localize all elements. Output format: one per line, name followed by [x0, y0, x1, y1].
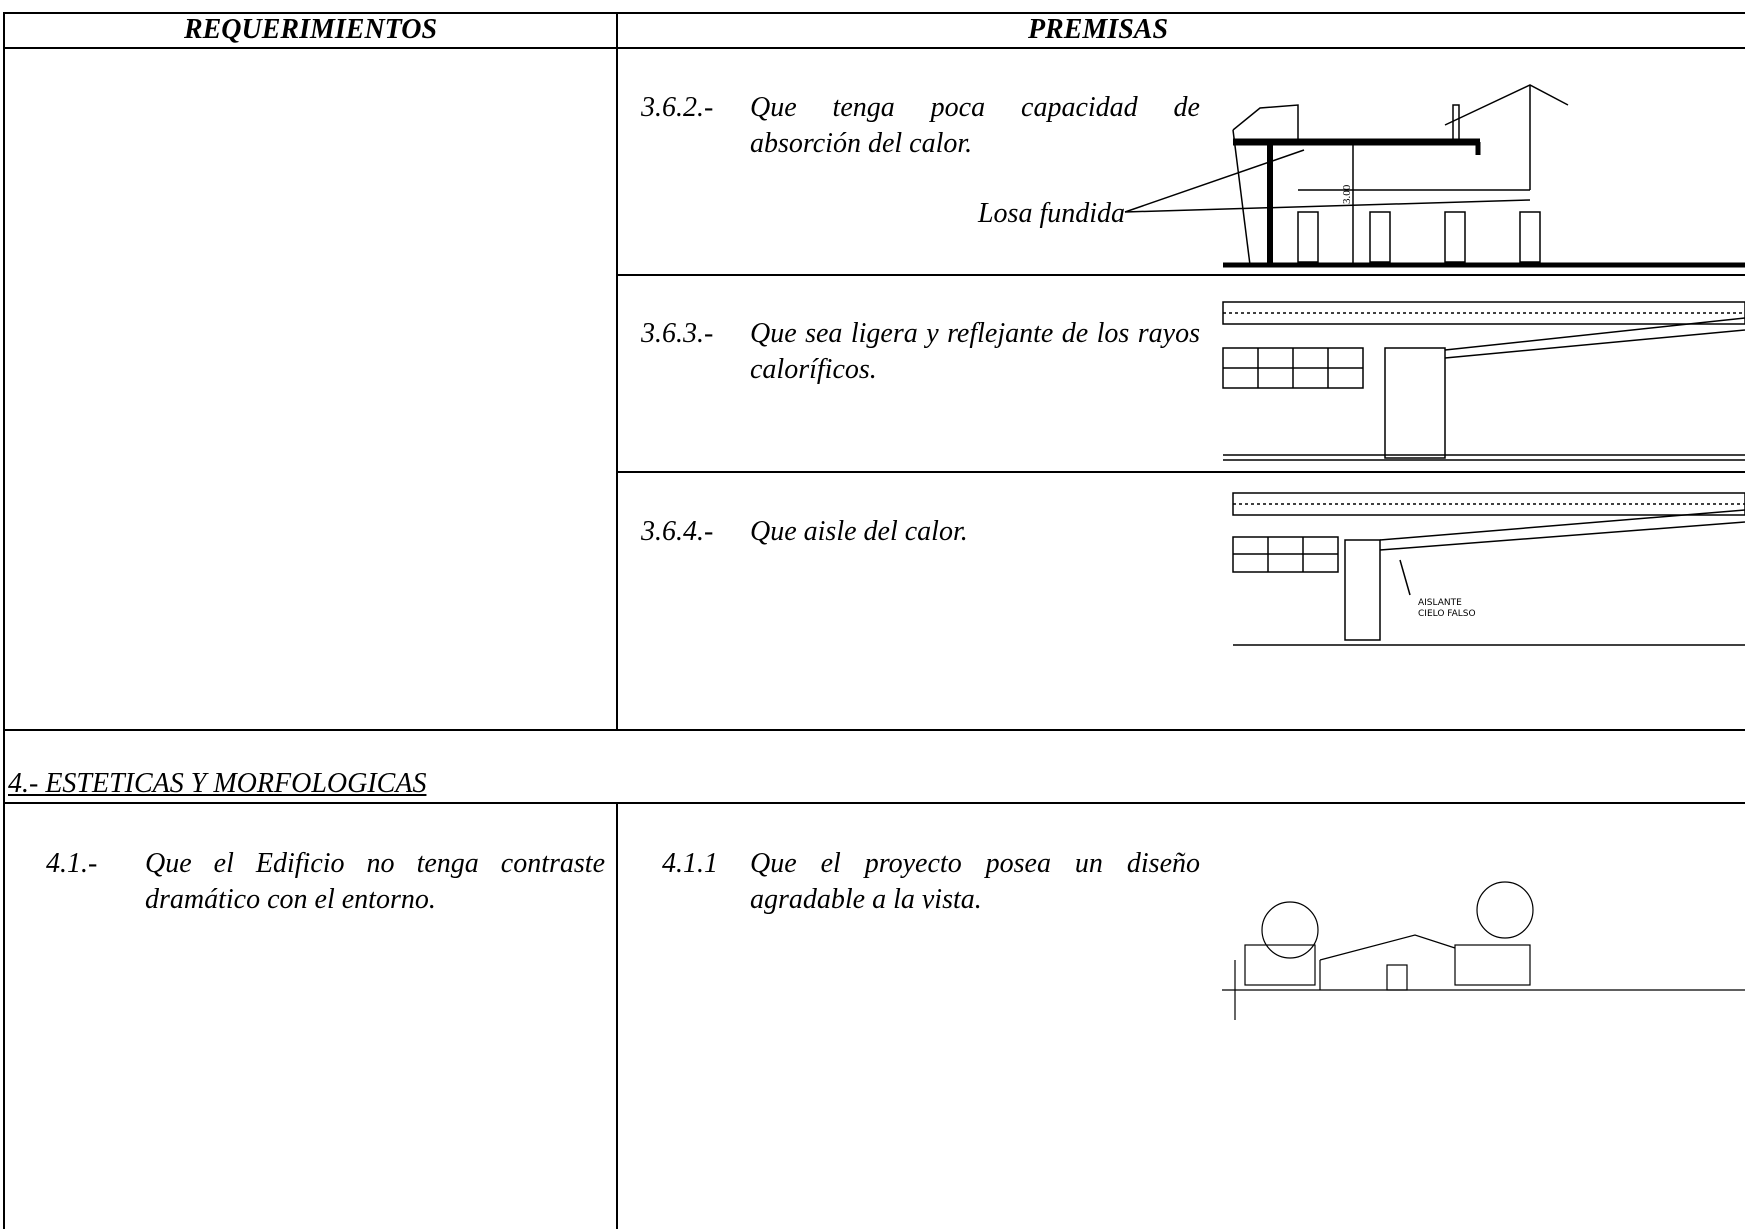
item-text: Que el Edificio no tenga contraste dramá…	[145, 848, 605, 915]
item-number: 3.6.4.-	[641, 516, 714, 547]
rule	[617, 274, 1745, 276]
item-text: Que el proyecto posea un diseño agradabl…	[750, 848, 1200, 915]
section-title: 4.- ESTETICAS Y MORFOLOGICAS	[8, 768, 427, 799]
item-number: 4.1.-	[46, 848, 98, 879]
item-number: 3.6.2.-	[641, 92, 714, 123]
item-number: 3.6.3.-	[641, 318, 714, 349]
drawing-label: 3.00	[1341, 184, 1353, 204]
rule	[3, 802, 1745, 804]
rule	[616, 12, 618, 731]
header: PREMISAS	[1027, 14, 1169, 45]
rule	[3, 12, 5, 1229]
section-drawing: 3.00 Losa fundida	[977, 84, 1745, 268]
elevation-drawing: AISLANTE CIELO FALSO	[1232, 492, 1745, 646]
rule	[617, 471, 1745, 473]
rule	[3, 47, 1745, 49]
header: REQUERIMIENTOS	[183, 14, 438, 45]
elevation-drawing	[1222, 301, 1745, 461]
item-number: 4.1.1	[662, 848, 718, 879]
drawing-label: Losa fundida	[977, 198, 1125, 229]
item-text: Que aisle del calor.	[750, 516, 968, 547]
rule	[3, 12, 1745, 14]
facade-drawing	[1222, 881, 1745, 1020]
drawing-label: CIELO FALSO	[1418, 609, 1476, 619]
rule	[3, 729, 1745, 731]
rule	[616, 802, 618, 1229]
drawing-label: AISLANTE	[1418, 598, 1462, 608]
item-text: Que sea ligera y reflejante de los rayos…	[750, 318, 1200, 385]
item-text: Que tenga poca capacidad de absorción de…	[750, 92, 1200, 159]
